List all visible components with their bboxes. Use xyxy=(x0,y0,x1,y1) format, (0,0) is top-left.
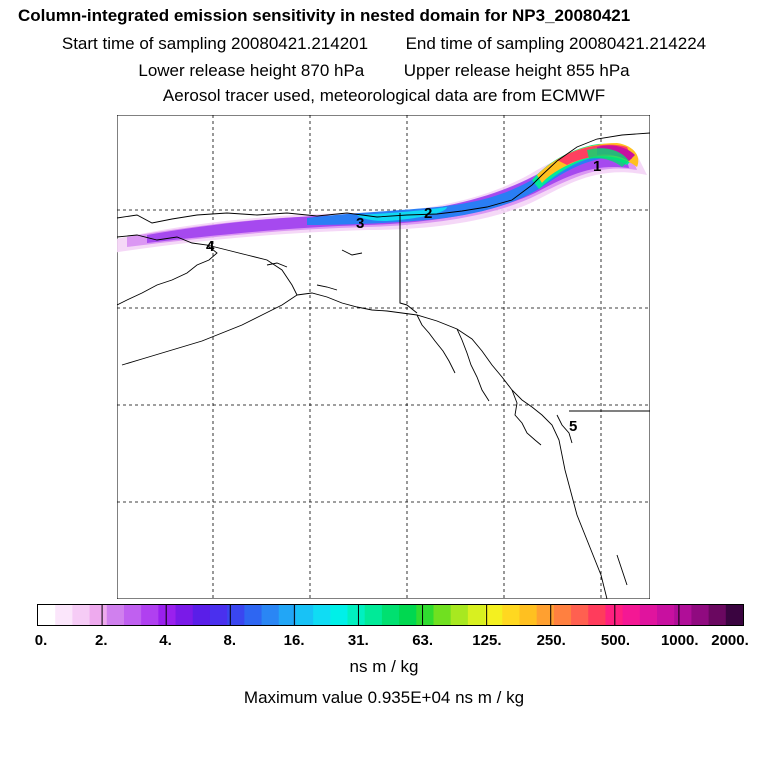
color-scale-svg xyxy=(37,604,744,626)
sampling-times: Start time of sampling 20080421.214201 E… xyxy=(0,34,768,54)
color-scale-tick-label: 2000. xyxy=(711,632,749,649)
color-scale-swatch xyxy=(192,605,211,625)
coastlines xyxy=(117,132,650,599)
marker-4: 4 xyxy=(206,238,215,255)
color-scale-swatch xyxy=(141,605,159,625)
marker-1: 1 xyxy=(593,158,601,175)
color-scale-tick-label: 4. xyxy=(159,632,172,649)
marker-2: 2 xyxy=(424,205,432,222)
trajectory-markers: 1 2 3 4 5 xyxy=(206,158,601,435)
color-scale-tick-label: 2. xyxy=(95,632,108,649)
color-scale-swatch xyxy=(55,605,73,625)
color-scale-swatch xyxy=(123,605,142,625)
color-scale-swatch xyxy=(364,605,383,625)
color-scale-tick-labels: 0. 2. 4. 8. 16. 31. 63. 125. 250. 500. 1000. 2000. xyxy=(0,632,768,652)
color-scale-swatch xyxy=(72,605,91,625)
end-time-label: End time of sampling 20080421.214224 xyxy=(405,34,707,53)
color-scale-swatch xyxy=(261,605,280,625)
color-scale-swatch xyxy=(313,605,331,625)
color-scale-swatch xyxy=(536,605,555,625)
color-scale-swatch xyxy=(467,605,486,625)
color-scale-swatch xyxy=(38,605,56,625)
political-borders xyxy=(399,213,650,412)
color-scale-swatch xyxy=(605,605,624,625)
color-scale-tick-label: 250. xyxy=(536,632,566,649)
color-scale-swatch xyxy=(691,605,710,625)
map-panel: 1 2 3 4 5 xyxy=(117,115,650,599)
map-svg: 1 2 3 4 5 xyxy=(117,115,650,599)
sensitivity-plume xyxy=(117,143,647,253)
color-scale-swatch xyxy=(227,605,245,625)
color-scale-tick-label: 8. xyxy=(223,632,237,649)
start-time-label: Start time of sampling 20080421.214201 xyxy=(61,34,369,53)
color-scale-tick-label: 1000. xyxy=(660,632,699,649)
color-scale-swatch xyxy=(158,605,177,625)
color-scale-tick-label: 500. xyxy=(600,632,631,649)
color-scale-swatch xyxy=(708,605,727,625)
color-scale-swatch xyxy=(89,605,108,625)
color-scale-tick-label: 16. xyxy=(283,632,305,649)
color-scale-tick-label: 31. xyxy=(347,632,369,649)
color-scale-swatch xyxy=(674,605,692,625)
color-scale-swatch xyxy=(657,605,675,625)
color-scale-swatch xyxy=(485,605,503,625)
color-scale-swatch xyxy=(416,605,434,625)
color-scale-swatch xyxy=(175,605,194,625)
color-scale-frame xyxy=(37,604,744,626)
color-scale-swatch xyxy=(553,605,572,625)
color-scale-swatch xyxy=(295,605,314,625)
color-scale-swatch xyxy=(330,605,349,625)
plot-title: Column-integrated emission sensitivity i… xyxy=(18,6,631,25)
maximum-value-label: Maximum value 0.935E+04 ns m / kg xyxy=(243,688,525,707)
color-scale-swatch xyxy=(244,605,263,625)
color-scale-units: ns m / kg xyxy=(349,657,419,676)
color-scale-swatch xyxy=(347,605,366,625)
color-scale-swatch xyxy=(278,605,297,625)
lower-release-label: Lower release height 870 hPa xyxy=(138,61,365,80)
color-scale-swatch xyxy=(725,605,744,625)
color-scale-swatch xyxy=(639,605,658,625)
color-scale-swatch xyxy=(209,605,228,625)
color-scale-bar xyxy=(37,604,744,626)
color-scale-swatch xyxy=(622,605,641,625)
color-scale-swatch xyxy=(381,605,400,625)
upper-release-label: Upper release height 855 hPa xyxy=(403,61,630,80)
color-scale-swatch xyxy=(450,605,469,625)
color-scale-swatch xyxy=(399,605,417,625)
tracer-info: Aerosol tracer used, meteorological data… xyxy=(162,86,606,105)
color-scale-swatch xyxy=(502,605,520,625)
color-scale-swatch xyxy=(519,605,538,625)
color-scale-swatch xyxy=(588,605,606,625)
color-scale-swatch xyxy=(571,605,589,625)
marker-5: 5 xyxy=(569,418,577,435)
color-scale-swatch xyxy=(106,605,125,625)
color-scale-tick-label: 125. xyxy=(472,632,502,649)
color-scale-tick-label: 63. xyxy=(412,632,434,649)
release-heights: Lower release height 870 hPa Upper relea… xyxy=(0,61,768,81)
color-scale-tick-label: 0. xyxy=(34,632,48,649)
marker-3: 3 xyxy=(356,215,364,232)
color-scale-swatch xyxy=(433,605,452,625)
